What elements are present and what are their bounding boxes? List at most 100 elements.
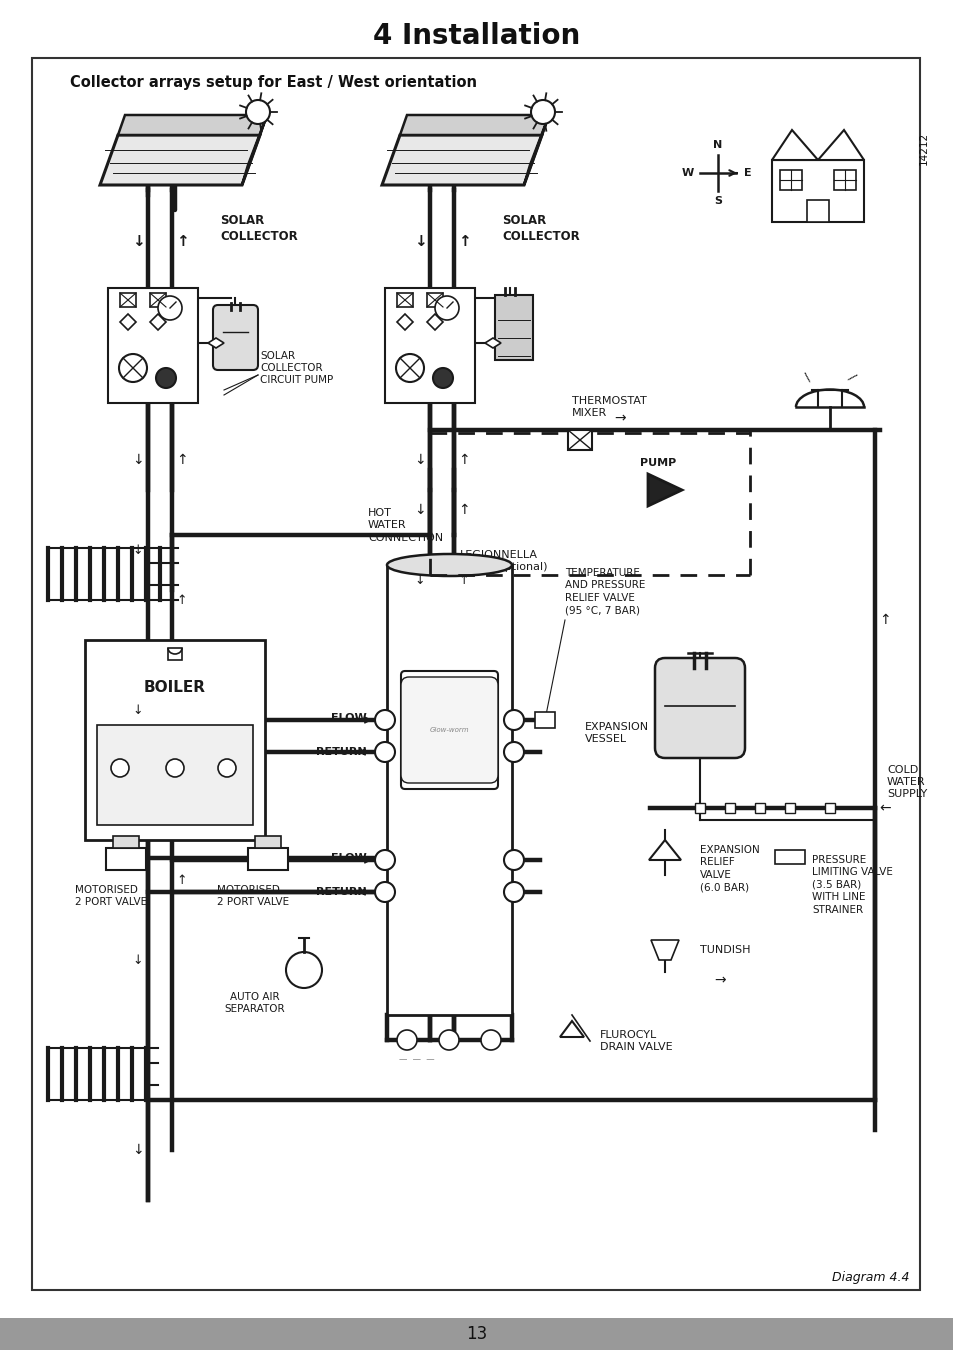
Text: THERMOSTAT
MIXER: THERMOSTAT MIXER <box>572 396 646 418</box>
Text: E: E <box>743 167 751 178</box>
Bar <box>248 848 288 869</box>
Polygon shape <box>523 115 548 185</box>
Bar <box>535 711 555 728</box>
Circle shape <box>395 354 423 382</box>
Polygon shape <box>559 1021 583 1037</box>
Circle shape <box>375 850 395 869</box>
Text: RETURN: RETURN <box>316 747 367 757</box>
Bar <box>396 293 413 306</box>
Text: ↓: ↓ <box>415 714 425 726</box>
Text: PUMP: PUMP <box>639 458 676 468</box>
Bar <box>780 170 801 190</box>
Text: PRESSURE
LIMITING VALVE
(3.5 BAR)
WITH LINE
STRAINER: PRESSURE LIMITING VALVE (3.5 BAR) WITH L… <box>811 855 892 914</box>
Text: ↑: ↑ <box>176 873 187 887</box>
Text: FLOW: FLOW <box>331 853 367 863</box>
Bar <box>112 836 139 848</box>
Circle shape <box>435 296 458 320</box>
Circle shape <box>480 1030 500 1050</box>
Bar <box>0 1318 953 1350</box>
FancyBboxPatch shape <box>400 671 497 788</box>
Circle shape <box>375 882 395 902</box>
Text: /: / <box>801 371 813 383</box>
Circle shape <box>218 759 235 778</box>
Circle shape <box>156 369 175 387</box>
Polygon shape <box>208 338 224 348</box>
Bar <box>774 850 804 864</box>
Circle shape <box>375 710 395 730</box>
Circle shape <box>503 882 523 902</box>
Polygon shape <box>118 115 267 135</box>
Bar <box>754 803 764 813</box>
Polygon shape <box>484 338 500 348</box>
Text: S: S <box>713 196 721 207</box>
Text: →: → <box>614 410 625 425</box>
Polygon shape <box>648 840 680 860</box>
Text: N: N <box>713 140 721 150</box>
Polygon shape <box>399 115 548 135</box>
Text: LEGIONNELLA
LOOP (optional): LEGIONNELLA LOOP (optional) <box>459 549 547 572</box>
Text: AUTO AIR
SEPARATOR: AUTO AIR SEPARATOR <box>225 992 285 1014</box>
Bar <box>427 293 442 306</box>
Text: MOTORISED
2 PORT VALVE: MOTORISED 2 PORT VALVE <box>216 886 289 907</box>
Text: Diagram 4.4: Diagram 4.4 <box>832 1272 909 1284</box>
Circle shape <box>531 100 555 124</box>
Text: ↑: ↑ <box>457 504 469 517</box>
Polygon shape <box>647 474 681 506</box>
Text: ↓: ↓ <box>132 235 144 250</box>
Text: Glow-worm: Glow-worm <box>429 728 469 733</box>
Text: ↑: ↑ <box>176 454 188 467</box>
Text: Collector arrays setup for East / West orientation: Collector arrays setup for East / West o… <box>70 74 476 89</box>
Bar <box>695 803 704 813</box>
Circle shape <box>246 100 270 124</box>
Bar <box>385 288 475 404</box>
Circle shape <box>375 743 395 761</box>
Circle shape <box>438 1030 458 1050</box>
Text: FLUROCYL
DRAIN VALVE: FLUROCYL DRAIN VALVE <box>599 1030 672 1053</box>
Polygon shape <box>771 130 817 161</box>
Bar <box>833 170 855 190</box>
Text: 13: 13 <box>466 1324 487 1343</box>
FancyBboxPatch shape <box>213 305 257 370</box>
Text: 14212: 14212 <box>918 131 928 165</box>
Text: COLD
WATER
SUPPLY: COLD WATER SUPPLY <box>886 764 926 799</box>
Text: TEMPERATURE
AND PRESSURE
RELIEF VALVE
(95 °C, 7 BAR): TEMPERATURE AND PRESSURE RELIEF VALVE (9… <box>564 568 644 616</box>
Polygon shape <box>150 315 166 329</box>
Ellipse shape <box>387 554 512 576</box>
Text: ↓: ↓ <box>132 703 143 717</box>
Bar <box>824 803 834 813</box>
Text: ↑: ↑ <box>176 594 187 606</box>
Circle shape <box>158 296 182 320</box>
Bar <box>97 725 253 825</box>
Bar <box>120 293 136 306</box>
Text: ↑: ↑ <box>458 574 469 586</box>
Bar <box>784 803 794 813</box>
Bar <box>387 566 512 1015</box>
FancyBboxPatch shape <box>400 676 497 783</box>
Text: ↓: ↓ <box>132 813 144 828</box>
Bar <box>106 848 146 869</box>
Bar <box>567 431 592 450</box>
Text: →: → <box>714 973 725 987</box>
Text: ↓: ↓ <box>132 1143 144 1157</box>
Text: ↓: ↓ <box>132 953 143 967</box>
Bar <box>254 836 281 848</box>
Polygon shape <box>120 315 136 329</box>
Polygon shape <box>242 115 267 185</box>
Text: ↓: ↓ <box>414 454 425 467</box>
Text: BOILER: BOILER <box>144 680 206 695</box>
Bar <box>495 296 533 360</box>
Text: ↓: ↓ <box>132 544 143 556</box>
Bar <box>771 161 863 221</box>
FancyBboxPatch shape <box>655 657 744 757</box>
Polygon shape <box>381 135 541 185</box>
Text: ↑: ↑ <box>458 703 469 717</box>
Text: ↓: ↓ <box>414 504 425 517</box>
Text: SOLAR
COLLECTOR: SOLAR COLLECTOR <box>501 215 579 243</box>
Bar <box>85 640 265 840</box>
Text: SOLAR
COLLECTOR: SOLAR COLLECTOR <box>220 215 297 243</box>
Bar <box>108 288 198 404</box>
Circle shape <box>503 710 523 730</box>
Bar <box>724 803 734 813</box>
Text: ↑: ↑ <box>457 454 469 467</box>
Text: MOTORISED
2 PORT VALVE: MOTORISED 2 PORT VALVE <box>75 886 147 907</box>
